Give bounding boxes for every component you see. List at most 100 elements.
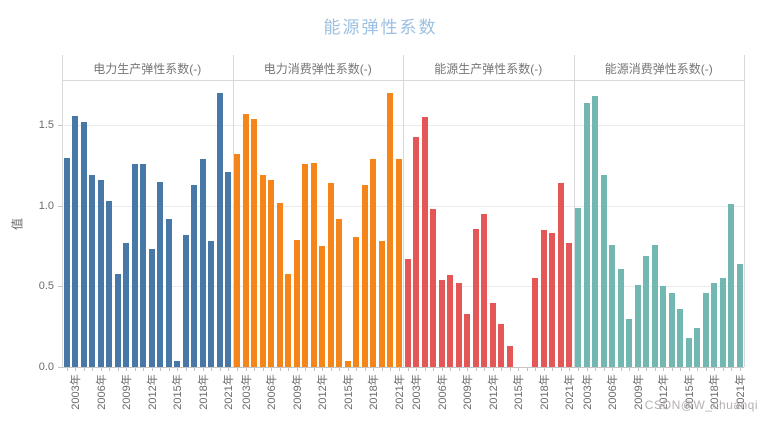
bar[interactable] (592, 96, 598, 367)
bar[interactable] (336, 218, 342, 367)
x-axis-tick (339, 368, 340, 371)
bar[interactable] (370, 159, 376, 367)
bar[interactable] (242, 114, 249, 367)
bar[interactable] (651, 244, 658, 367)
bar[interactable] (327, 183, 334, 367)
bar[interactable] (131, 164, 138, 367)
bar[interactable] (549, 233, 555, 367)
bar[interactable] (191, 185, 197, 367)
bar[interactable] (609, 244, 615, 367)
bar[interactable] (728, 204, 734, 367)
bar[interactable] (719, 278, 726, 367)
bar[interactable] (575, 207, 581, 367)
bar[interactable] (387, 93, 393, 367)
x-axis-tick (305, 368, 306, 371)
bar[interactable] (63, 157, 70, 367)
bar[interactable] (310, 162, 317, 367)
bar[interactable] (413, 136, 419, 367)
bar[interactable] (89, 175, 95, 367)
bar[interactable] (251, 119, 257, 367)
bar[interactable] (165, 218, 172, 367)
x-tick-label: 2015年 (513, 374, 525, 410)
bar[interactable] (643, 255, 649, 367)
x-axis-tick (484, 368, 485, 371)
bar[interactable] (293, 239, 300, 367)
x-tick-label: 2009年 (291, 374, 304, 410)
y-tick-label: 0.0 (38, 361, 54, 373)
bar[interactable] (566, 243, 572, 367)
bar[interactable] (464, 313, 470, 367)
bar[interactable] (148, 249, 155, 367)
x-axis-tick (160, 368, 161, 371)
bar[interactable] (600, 175, 607, 367)
bar[interactable] (489, 302, 496, 367)
x-axis-tick (705, 368, 707, 371)
bar[interactable] (694, 328, 700, 367)
bar[interactable] (319, 246, 325, 367)
x-axis-tick (390, 368, 391, 371)
bar[interactable] (395, 159, 402, 367)
bar[interactable] (199, 159, 206, 367)
bar[interactable] (216, 93, 223, 367)
x-tick-label: 2021年 (564, 374, 576, 410)
bar[interactable] (378, 241, 385, 367)
bar[interactable] (702, 292, 709, 367)
bar[interactable] (182, 234, 189, 367)
bar[interactable] (685, 338, 692, 367)
bar[interactable] (660, 286, 666, 367)
bar[interactable] (498, 323, 504, 367)
panel-divider (403, 55, 404, 367)
x-axis-tick (731, 368, 732, 371)
bar[interactable] (626, 318, 632, 367)
x-axis-tick (501, 368, 502, 371)
bar[interactable] (106, 201, 112, 367)
bar[interactable] (481, 214, 487, 367)
bar[interactable] (157, 181, 163, 367)
bar[interactable] (208, 241, 214, 367)
bar[interactable] (532, 278, 538, 367)
x-axis-line (62, 367, 744, 368)
bar[interactable] (72, 115, 78, 367)
y-axis-tick (58, 205, 62, 207)
bar[interactable] (80, 122, 87, 367)
bar[interactable] (583, 102, 590, 367)
bar[interactable] (268, 180, 274, 367)
bar[interactable] (259, 175, 266, 367)
bar[interactable] (140, 164, 146, 367)
bar[interactable] (123, 243, 129, 367)
bar[interactable] (634, 284, 641, 367)
bar[interactable] (97, 180, 104, 367)
x-axis-tick (680, 368, 681, 371)
bar[interactable] (677, 309, 683, 367)
bar[interactable] (447, 275, 453, 367)
bar[interactable] (302, 164, 308, 367)
bar[interactable] (361, 185, 368, 367)
bar[interactable] (404, 259, 411, 367)
bar[interactable] (711, 283, 717, 367)
bar[interactable] (234, 154, 240, 367)
bar[interactable] (438, 280, 445, 367)
bar[interactable] (506, 346, 513, 367)
x-axis-tick (722, 368, 724, 371)
bar[interactable] (344, 360, 351, 367)
bar[interactable] (225, 172, 231, 367)
bar[interactable] (540, 230, 547, 367)
bar[interactable] (421, 117, 428, 367)
bar[interactable] (430, 209, 436, 367)
bar[interactable] (285, 273, 291, 367)
bar[interactable] (276, 202, 283, 367)
bar[interactable] (455, 283, 462, 367)
panel-divider (744, 55, 745, 367)
bar[interactable] (472, 228, 479, 367)
bar[interactable] (114, 273, 121, 367)
bar[interactable] (174, 360, 180, 367)
x-axis-tick (603, 368, 605, 371)
x-axis-tick (322, 368, 323, 371)
bar[interactable] (736, 263, 743, 367)
bar[interactable] (353, 236, 359, 367)
bar[interactable] (617, 268, 624, 367)
bar[interactable] (668, 292, 675, 367)
x-axis-tick (509, 368, 511, 371)
bar[interactable] (557, 183, 564, 367)
x-axis-tick (441, 368, 443, 371)
